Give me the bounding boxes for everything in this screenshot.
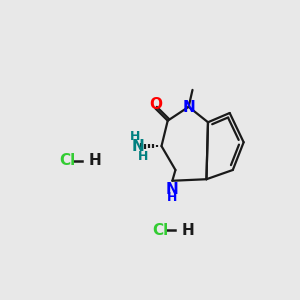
Text: O: O <box>149 97 162 112</box>
Text: N: N <box>182 100 195 115</box>
Text: Cl: Cl <box>59 153 76 168</box>
Text: H: H <box>130 130 140 142</box>
Text: H: H <box>89 153 101 168</box>
Text: N: N <box>166 182 179 197</box>
Text: H: H <box>167 191 178 204</box>
Text: Cl: Cl <box>152 223 169 238</box>
Text: N: N <box>132 139 145 154</box>
Text: H: H <box>138 150 148 163</box>
Text: H: H <box>182 223 194 238</box>
